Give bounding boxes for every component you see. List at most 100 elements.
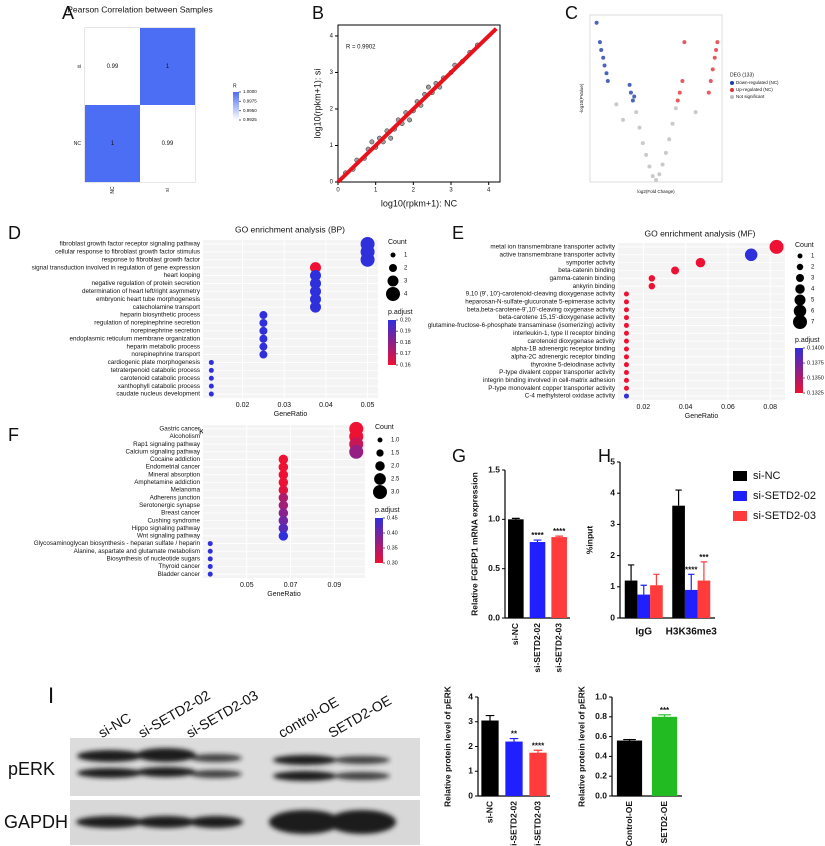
dot [208,383,214,389]
y-tick-label: 0 [610,612,615,622]
panel-letter: B [312,3,324,23]
dot [623,299,629,305]
chart-title: GO enrichment analysis (BP) [235,224,345,234]
panel-letter: G [452,446,466,466]
legend-marker [377,437,383,443]
bar [624,580,638,618]
category-label: beta-catenin binding [558,267,615,274]
lane-label: si-NC [95,709,133,740]
point [680,79,685,84]
legend-label: 3 [404,279,408,285]
point [407,117,413,123]
x-tick-label: 3 [449,188,453,194]
error-bar [511,517,520,520]
point [693,110,698,115]
category-label: beta,beta-carotene-9',10'-cleaving oxyge… [467,306,616,313]
legend-tick-label: 0.20 [400,317,411,323]
point [425,84,431,90]
category-label: embryonic heart tube morphogenesis [96,296,200,303]
point [715,40,720,45]
point [657,172,662,177]
legend-tick-label: 0.1350 [807,375,824,381]
legend-title: p.adjust [375,507,400,514]
category-label: glutamine-fructose-6-phosphate transamin… [428,322,616,329]
dot [259,342,268,351]
x-tick-label: si-SETD2-03 [532,801,542,846]
legend-gradient [388,320,396,365]
dot [278,515,289,526]
point [670,121,675,126]
x-tick-label: 0.04 [319,402,333,409]
bar [508,519,524,618]
chart-title: Pearson Correlation between Samples [67,4,213,14]
legend-marker [375,461,385,471]
category-label: xanthophyll catabolic process [118,383,200,390]
point [708,79,713,84]
point [677,90,682,95]
legend-label: si-SETD2-03 [753,510,816,522]
category-label: heparin biosynthetic process [120,312,200,319]
category-label: symporter activity [566,259,616,266]
category-label: norepinephrine secretion [131,328,201,335]
category-label: Alanine, aspartate and glutamate metabol… [74,548,200,555]
dot [623,354,629,360]
category-label: Amphetamine addiction [134,479,200,486]
category-label: 9,10 (9', 10')-carotenoid-cleaving dioxy… [466,291,616,298]
y-tick-label: 0 [468,790,473,800]
significance-label: *** [660,706,670,715]
x-axis-label: log2(Fold Change) [637,189,675,194]
cell-label: 1 [166,64,170,70]
dot [207,541,213,547]
point [594,20,599,25]
legend-label: Not significant [736,94,765,99]
dot [310,277,321,289]
x-tick-label: H3K36me3 [666,627,718,638]
point [647,164,652,169]
dot [208,375,214,381]
legend-label: 1.5 [391,451,400,457]
category-label: tetraterpenoid catabolic process [111,367,200,374]
legend-marker [797,253,803,259]
category-label: Serotonergic synapse [139,502,200,509]
dot [207,548,213,554]
category-label: Melanoma [171,487,201,494]
panel-letter: D [8,223,21,243]
x-tick-label: 0.09 [328,582,342,589]
dot [278,508,289,518]
panel-letter: H [598,446,611,466]
significance-label: **** [532,741,545,750]
category-label: Thyroid cancer [158,563,200,570]
category-label: catecholamine transport [133,304,200,311]
significance-label: ** [511,730,518,739]
fit-line [336,27,498,184]
legend-title: Count [795,242,814,249]
point [599,47,604,52]
dot [310,262,321,274]
x-tick-label: 2 [412,188,416,194]
dot [623,370,629,376]
y-tick-label: 4 [468,691,473,701]
significance-label: *** [699,553,709,562]
point [710,67,715,72]
category-label: determination of heart left/right asymme… [82,288,201,295]
y-tick-label: 0.6 [595,731,607,741]
legend-marker [374,473,386,485]
heatmap-cell [85,28,140,105]
legend-title: p.adjust [795,337,820,344]
panel-letter: F [8,425,19,445]
dot [207,571,213,577]
bar [505,741,523,796]
legend-label: 6 [811,309,815,315]
dot [278,485,289,495]
legend-marker [730,95,734,99]
y-tick-label: 2 [468,741,473,751]
point [634,110,639,115]
dot [259,318,268,327]
legend-marker [794,294,806,306]
x-tick-label: 0.06 [721,404,735,411]
dot [648,275,656,282]
category-label: Endometrial cancer [146,464,200,471]
point [601,55,606,60]
legend-tick-label: 0.35 [387,545,398,551]
